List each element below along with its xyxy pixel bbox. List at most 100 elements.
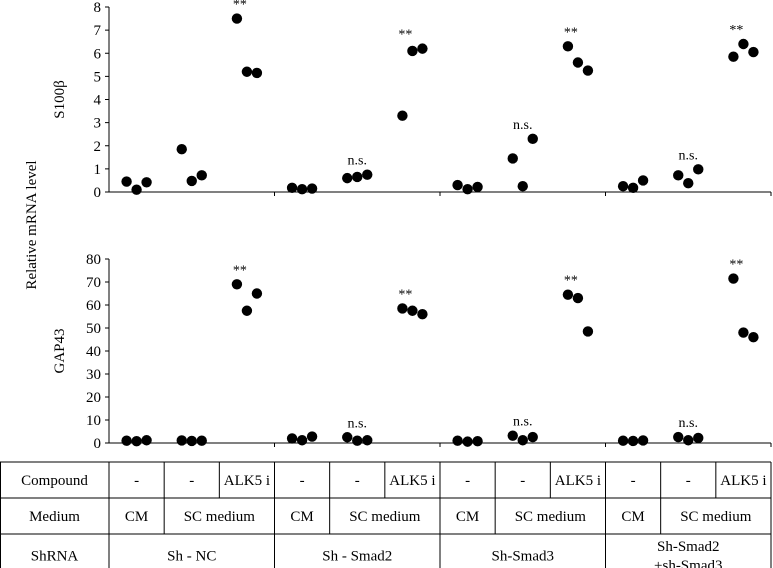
data-point [362,169,373,180]
data-point [176,435,187,446]
data-point [121,176,132,187]
data-point [572,292,584,304]
data-point [637,435,649,446]
table-row-label: Compound [21,473,88,489]
data-point [121,435,132,446]
significance-label: ** [233,263,247,278]
data-point [617,435,629,446]
data-point [407,305,418,316]
significance-label: n.s. [348,154,367,169]
y-tick-label: 0 [94,185,102,201]
data-point [738,38,749,50]
shrna-cell: Sh-Smad2 [657,539,720,555]
data-point [251,67,263,79]
data-point [186,435,197,447]
significance-label: n.s. [513,118,532,133]
y-tick-label: 8 [94,0,102,16]
data-point [507,153,518,164]
compound-cell: - [520,473,525,489]
panel-y-label-s100: S100β [52,80,68,118]
significance-label: n.s. [348,416,367,431]
data-point [306,183,318,194]
data-point [196,435,207,446]
y-tick-label: 60 [86,298,101,314]
significance-label: ** [398,287,412,302]
data-point [306,431,318,442]
data-point [637,175,649,186]
data-point [748,46,759,58]
data-point [231,13,243,24]
data-point [131,184,142,195]
compound-cell: - [355,473,360,489]
data-point [417,309,428,320]
compound-cell: - [465,473,470,489]
compound-cell: - [189,473,194,489]
y-axis-title: Relative mRNA level [24,160,40,289]
data-point [472,181,483,193]
significance-label: n.s. [679,416,698,431]
data-point [572,57,584,68]
data-point [196,170,207,181]
y-tick-label: 50 [86,321,101,337]
medium-cell: SC medium [184,509,256,525]
data-point [562,41,574,52]
y-tick-label: 2 [94,139,102,155]
data-point [251,288,263,299]
data-point [397,110,408,121]
data-point [683,178,694,189]
data-point [231,279,243,290]
data-point [562,289,574,300]
significance-label: ** [398,28,412,43]
significance-label: ** [564,274,578,289]
data-point [673,170,684,181]
data-point [241,305,253,316]
significance-label: ** [729,23,743,38]
data-point [286,182,298,194]
data-point [462,184,473,195]
data-point [617,181,629,192]
data-point [131,435,142,447]
data-point [627,435,639,447]
data-point [693,164,704,175]
data-point [296,435,308,446]
y-tick-label: 20 [86,390,101,406]
data-point [517,435,528,446]
significance-label: ** [729,258,743,273]
medium-cell: CM [621,509,644,525]
medium-cell: CM [456,509,479,525]
y-tick-label: 1 [94,162,102,178]
data-point [728,51,739,62]
data-point [693,432,704,444]
data-point [362,435,373,446]
data-point [452,435,463,446]
shrna-cell: Sh - Smad2 [322,549,392,565]
data-point [352,435,363,446]
compound-cell: ALK5 i [389,473,435,489]
medium-cell: CM [290,509,313,525]
compound-cell: - [631,473,636,489]
data-point [397,303,408,314]
y-tick-label: 3 [94,116,102,132]
y-tick-label: 10 [86,413,101,429]
significance-label: ** [233,0,247,13]
data-point [627,182,639,194]
panel-y-label-gap43: GAP43 [52,328,68,373]
data-point [582,326,594,337]
compound-cell: ALK5 i [555,473,601,489]
data-point [582,65,594,76]
data-point [417,43,428,54]
data-point [728,273,739,284]
compound-cell: - [134,473,139,489]
data-point [286,433,298,444]
data-point [407,45,418,57]
compound-cell: ALK5 i [224,473,270,489]
plot-area: 0 1 2 3 4 5 6 7 8 S100β ** n.s. ** n.s. ** n.s. ** 0 10 20 3… [52,0,772,452]
data-point [452,179,463,191]
y-tick-label: 70 [86,275,101,291]
table-row-label: ShRNA [31,549,79,565]
medium-cell: CM [125,509,148,525]
shrna-cell: Sh-Smad3 [491,549,554,565]
data-point [186,175,197,187]
data-point [527,431,538,443]
